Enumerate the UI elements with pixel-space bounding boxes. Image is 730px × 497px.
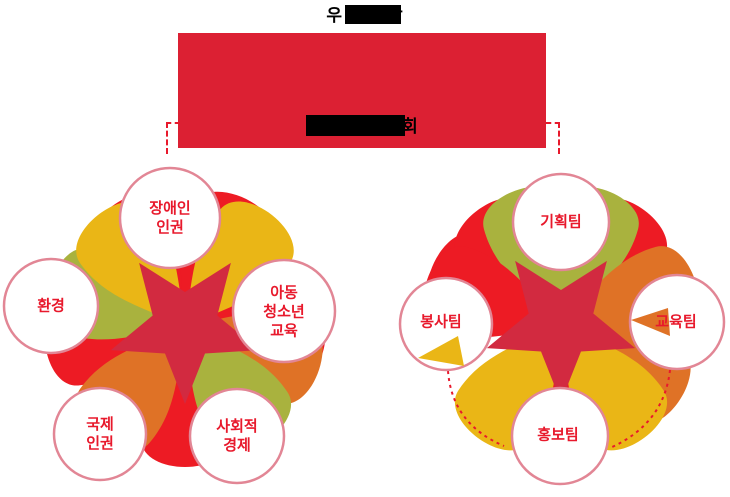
bubble-label-environment: 환경 xyxy=(37,297,65,315)
bubble-circle-disability-rights xyxy=(118,166,222,270)
committee-suffix: 회 xyxy=(402,117,418,136)
bubble-circle-children-youth-education xyxy=(231,258,337,364)
bubble-label-planning-team: 기획팀 xyxy=(540,213,582,231)
bubble-circle-social-economy xyxy=(188,387,286,485)
bubble-circle-international-rights xyxy=(52,386,148,482)
left-flower-bubbles xyxy=(2,166,337,485)
committee-redaction-box xyxy=(306,115,406,136)
left-flower-center-star xyxy=(110,262,260,404)
right-flower-bubbles xyxy=(398,172,726,486)
bubble-label-pr-team: 홍보팀 xyxy=(537,426,579,444)
bubble-label-education-team: 교육팀 xyxy=(655,313,697,331)
connector-left-dashed xyxy=(166,122,180,154)
connector-right-dashed xyxy=(546,122,560,154)
committee-box: 회 xyxy=(178,33,546,148)
wedge-education xyxy=(631,308,670,336)
bubble-circle-volunteer-team xyxy=(398,276,494,372)
left-flower-graphic xyxy=(2,166,337,485)
bubble-label-social-economy: 사회적 경제 xyxy=(216,418,258,454)
bubble-label-disability-rights: 장애인 인권 xyxy=(149,200,191,236)
title-redaction-box xyxy=(345,5,401,24)
right-flower-center-star xyxy=(486,260,636,402)
committee-label: 회 xyxy=(178,112,546,137)
right-flower-graphic xyxy=(398,172,726,486)
right-flower-dashed-arcs xyxy=(447,369,671,449)
title-prefix: 우 xyxy=(326,6,343,25)
page-title: 우랑 xyxy=(0,1,730,26)
right-flower-overlap-wedges xyxy=(418,308,670,366)
bubble-circle-pr-team xyxy=(510,386,610,486)
bubble-circle-education-team xyxy=(628,273,726,371)
arc-education-to-pr xyxy=(609,369,671,449)
bubble-circle-environment xyxy=(2,257,100,355)
bubble-circle-planning-team xyxy=(511,172,611,272)
bubble-label-volunteer-team: 봉사팀 xyxy=(420,313,462,331)
bubble-label-children-youth-education: 아동 청소년 교육 xyxy=(263,284,305,340)
wedge-volunteer xyxy=(418,336,464,366)
bubble-label-international-rights: 국제 인권 xyxy=(86,416,114,452)
